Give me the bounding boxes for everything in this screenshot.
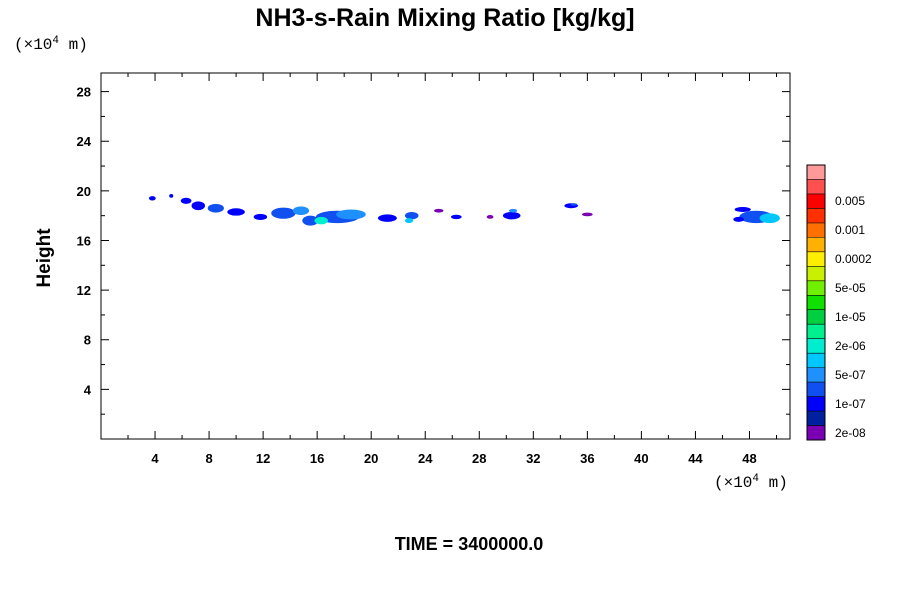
y-tick-label: 20 [77,184,91,199]
colorbar-swatch [807,237,825,252]
x-tick-label: 24 [418,451,433,466]
x-tick-label: 36 [580,451,594,466]
x-tick-label: 20 [364,451,378,466]
contour-blob [733,216,745,222]
colorbar-label: 5e-07 [835,368,866,382]
colorbar: 2e-08 1e-07 5e-07 2e-06 1e-05 5e-05 0.0002 0.00… [806,164,872,441]
colorbar-swatch [807,179,825,194]
contour-blob [508,208,518,213]
plot-frame [100,72,791,440]
colorbar-swatch [807,324,825,339]
contour-fill-layer [148,193,780,226]
contour-blob [404,211,419,220]
x-tick-label: 28 [472,451,486,466]
contour-blob [271,207,296,219]
colorbar-swatch [807,280,825,296]
contour-blob [191,201,206,211]
colorbar-swatch [807,165,825,180]
colorbar-label: 5e-05 [835,281,866,295]
contour-blob [434,208,444,213]
colorbar-swatch [807,411,825,426]
colorbar-swatch [807,353,825,368]
colorbar-swatch [807,382,825,397]
y-tick-label: 16 [77,233,91,248]
y-tick-label: 28 [77,85,91,100]
contour-blob [148,196,156,201]
contour-blob [570,203,578,206]
colorbar-swatch [807,266,825,281]
chart-title: NH3-s-Rain Mixing Ratio [kg/kg] [255,4,634,32]
colorbar-swatch [807,222,825,238]
contour-blob [292,206,310,216]
contour-blob [486,215,494,219]
y-tick-label: 8 [84,333,91,348]
x-tick-label: 32 [526,451,540,466]
time-label: TIME = 3400000.0 [395,534,544,554]
contour-blob [404,218,414,224]
colorbar-swatch [807,193,825,209]
contour-blob [502,211,521,220]
colorbar-label: 0.001 [835,223,865,237]
contour-blob [450,214,462,220]
x-tick-label: 40 [634,451,648,466]
contour-blob [302,215,319,226]
contour-blob [336,209,366,220]
contour-blob [180,197,192,204]
contour-blob [169,193,174,198]
contour-blob [581,212,593,217]
contour-blob [759,213,780,224]
y-axis-unit: (×104 m) [14,35,88,54]
colorbar-swatch [807,208,825,223]
colorbar-label: 2e-08 [835,426,866,440]
x-axis-unit: (×104 m) [714,473,788,492]
colorbar-swatch [807,309,825,325]
colorbar-label: 1e-07 [835,397,866,411]
contour-blob [377,214,397,222]
contour-blob [207,203,224,213]
x-tick-label: 48 [742,451,756,466]
contour-blob [734,206,751,212]
y-tick-label: 24 [77,134,92,149]
colorbar-swatch [807,251,825,267]
y-axis-ticks: 4 8 12 16 20 24 28 [77,85,790,415]
y-tick-label: 4 [84,382,92,397]
y-tick-label: 12 [77,283,91,298]
colorbar-swatch [807,295,825,310]
x-tick-label: 4 [151,451,159,466]
colorbar-swatch [807,396,825,412]
x-tick-label: 8 [205,451,212,466]
x-tick-label: 16 [310,451,324,466]
colorbar-label: 2e-06 [835,339,866,353]
colorbar-swatch [807,338,825,354]
x-tick-label: 44 [688,451,703,466]
x-axis-ticks: 4 8 12 16 20 24 28 32 36 40 44 48 [127,73,777,466]
contour-blob [253,213,268,221]
colorbar-label: 0.0002 [835,252,872,266]
colorbar-frame [806,164,826,441]
x-tick-label: 12 [256,451,270,466]
y-axis-label: Height [34,228,55,288]
colorbar-label: 0.005 [835,194,865,208]
colorbar-swatch [807,367,825,383]
colorbar-label: 1e-05 [835,310,866,324]
contour-blob [227,208,245,216]
contour-blob [314,216,328,225]
colorbar-swatch [807,425,825,440]
